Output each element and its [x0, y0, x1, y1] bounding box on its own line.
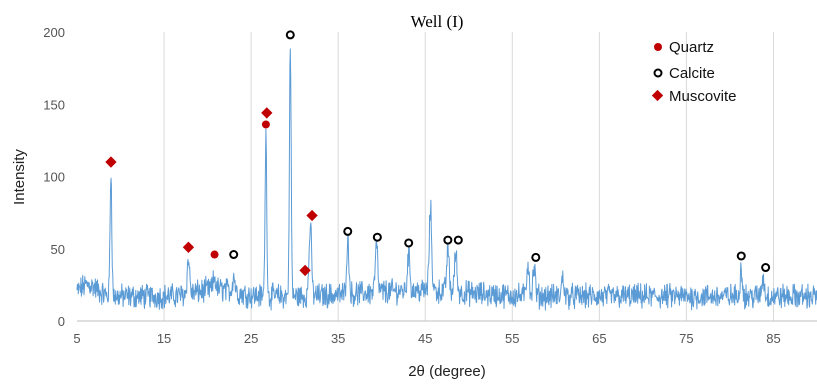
- legend: Quartz Calcite Muscovite: [651, 39, 737, 105]
- calcite-marker: [372, 232, 382, 242]
- calcite-marker: [443, 235, 453, 245]
- x-axis-label: 2θ (degree): [408, 363, 486, 380]
- calcite-marker: [736, 251, 746, 261]
- y-tick-label: 50: [51, 242, 65, 257]
- legend-quartz-marker: [654, 43, 662, 51]
- legend-muscovite-marker: [651, 89, 664, 102]
- calcite-marker: [404, 238, 414, 248]
- diffraction-pattern: [76, 48, 817, 311]
- axis-ticks: 5 15 25 35 45 55 65 75 85 0 50 100 150 200: [43, 25, 780, 346]
- x-tick-label: 25: [244, 331, 258, 346]
- x-tick-label: 85: [766, 331, 780, 346]
- legend-calcite-label: Calcite: [669, 65, 715, 82]
- muscovite-marker: [105, 156, 117, 168]
- y-axis-label: Intensity: [11, 149, 28, 205]
- calcite-marker: [531, 252, 541, 262]
- y-tick-label: 0: [58, 314, 65, 329]
- muscovite-marker: [306, 209, 318, 222]
- legend-quartz-label: Quartz: [669, 39, 714, 56]
- muscovite-marker: [182, 241, 195, 253]
- legend-calcite-marker: [653, 68, 663, 78]
- x-tick-label: 45: [418, 331, 432, 346]
- calcite-marker: [285, 30, 295, 40]
- x-tick-label: 75: [679, 331, 693, 346]
- x-tick-label: 55: [505, 331, 519, 346]
- calcite-marker: [453, 235, 463, 245]
- chart-title: Well (I): [411, 12, 464, 31]
- pattern-line: [76, 48, 817, 311]
- y-tick-label: 100: [43, 170, 65, 185]
- muscovite-marker: [299, 264, 311, 277]
- y-tick-label: 200: [43, 25, 65, 40]
- quartz-marker: [210, 250, 219, 259]
- calcite-marker: [343, 226, 353, 236]
- vertical-gridlines: [163, 32, 774, 321]
- y-tick-label: 150: [43, 97, 65, 112]
- calcite-marker: [229, 250, 239, 260]
- legend-muscovite-label: Muscovite: [669, 88, 737, 105]
- x-tick-label: 65: [592, 331, 606, 346]
- x-tick-label: 35: [331, 331, 345, 346]
- x-tick-label: 15: [157, 331, 171, 346]
- quartz-marker: [261, 120, 270, 129]
- muscovite-marker: [261, 107, 273, 119]
- calcite-marker: [761, 263, 771, 273]
- x-tick-label: 5: [73, 331, 80, 346]
